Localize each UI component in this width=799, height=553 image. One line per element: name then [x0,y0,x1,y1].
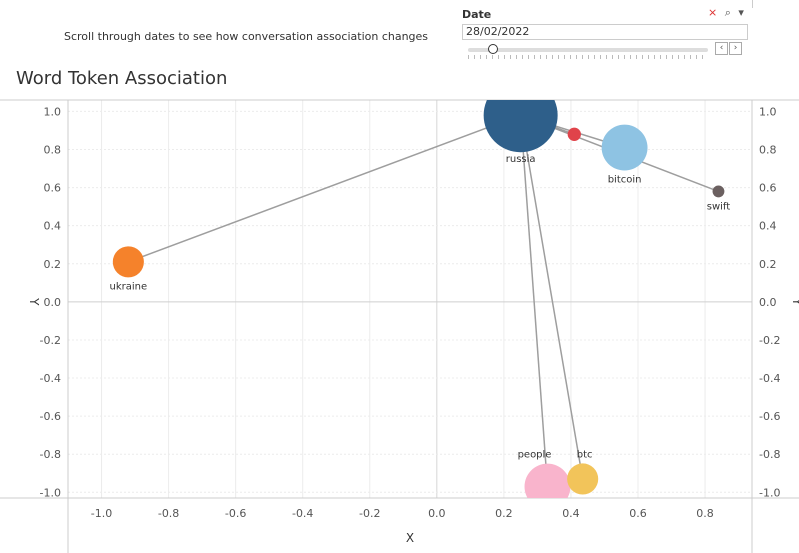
y-axis-title-left: Y [27,297,41,306]
node-label-swift: swift [707,201,731,212]
y-tick-label-right: -0.6 [759,410,780,423]
y-tick-label-left: 0.0 [44,296,62,309]
chart-frame [0,99,799,553]
node-people [524,463,571,498]
x-tick-label: 0.8 [696,507,714,520]
x-tick-label: -0.4 [292,507,313,520]
dropdown-icon[interactable]: ▾ [738,6,744,19]
y-tick-label-right: -0.8 [759,448,780,461]
y-tick-label-left: -0.8 [40,448,61,461]
node-label-bitcoin: bitcoin [608,175,642,186]
node-swift [712,185,725,198]
y-tick-label-left: 1.0 [44,105,62,118]
x-tick-label: 0.2 [495,507,513,520]
date-input[interactable]: 28/02/2022 [462,24,748,40]
node-label-people: people [518,450,552,461]
date-filter-label: Date [462,8,492,21]
date-slider-track[interactable] [468,48,708,52]
y-tick-label-left: 0.2 [44,258,62,271]
y-tick-label-left: -1.0 [40,486,61,499]
y-tick-label-right: -0.4 [759,372,780,385]
node-ukraine [112,246,144,278]
y-tick-label-left: 0.6 [44,182,62,195]
y-tick-label-left: 0.8 [44,144,62,157]
clear-filter-icon[interactable]: ⨯ [708,6,718,19]
y-tick-label-right: 0.0 [759,296,777,309]
x-tick-label: 0.0 [428,507,446,520]
x-tick-label: -1.0 [91,507,112,520]
node-labels: russia bitcoin swift ukraine people btc [110,154,731,460]
date-slider-thumb[interactable] [488,44,498,54]
edge-russia-people [519,115,549,487]
x-tick-label: -0.6 [225,507,246,520]
y-tick-label-left: -0.6 [40,410,61,423]
y-tick-label-right: -0.2 [759,334,780,347]
y-tick-label-left: -0.4 [40,372,61,385]
node-bitcoin [601,124,648,171]
next-date-button[interactable]: › [729,42,742,55]
y-axis-title-right: Y [790,297,799,306]
search-icon[interactable]: ⌕ [724,6,731,19]
edges [128,114,719,487]
y-tick-label-left: 0.4 [44,220,62,233]
node-label-russia: russia [506,154,536,165]
edge-russia-btc [519,115,584,480]
y-tick-label-right: 0.4 [759,220,777,233]
date-filter: Date ⨯ ⌕ ▾ 28/02/2022 ‹ › [462,6,752,62]
x-tick-label: 0.6 [629,507,647,520]
y-tick-label-right: 0.8 [759,144,777,157]
y-tick-label-right: 0.2 [759,258,777,271]
node-label-btc: btc [577,449,593,460]
tick-labels: -1.0 -0.8 -0.6 -0.4 -0.2 0.0 0.2 0.4 0.6 0.8 1.0 1.… [40,105,781,520]
x-axis-title: X [406,531,414,545]
node-unlabeled [567,127,581,141]
y-tick-label-right: 0.6 [759,182,777,195]
date-slider-ticks [468,55,708,59]
nodes [112,100,725,498]
y-tick-label-right: -1.0 [759,486,780,499]
page-caption: Scroll through dates to see how conversa… [64,30,429,43]
filter-toolbar: ⨯ ⌕ ▾ [704,6,744,20]
grid [68,100,752,498]
y-tick-label-left: -0.2 [40,334,61,347]
x-tick-label: 0.4 [562,507,580,520]
previous-date-button[interactable]: ‹ [715,42,728,55]
node-russia [483,100,558,153]
node-label-ukraine: ukraine [110,281,148,292]
node-btc [567,463,599,495]
x-tick-label: -0.8 [158,507,179,520]
y-tick-label-right: 1.0 [759,105,777,118]
chart-title: Word Token Association [16,68,228,89]
edge-russia-ukraine [128,114,521,263]
pane-divider [752,0,753,8]
x-tick-label: -0.2 [359,507,380,520]
